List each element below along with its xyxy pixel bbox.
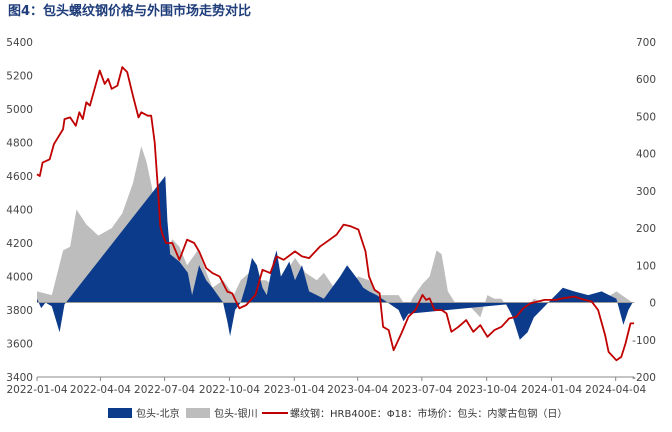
left-axis-tick-label: 4400 — [6, 205, 33, 217]
area-series-0 — [37, 176, 633, 340]
x-axis-tick-label: 2023-04-04 — [327, 384, 388, 396]
legend-label-2: 螺纹钢：HRB400E：Φ18：市场价：包头：内蒙古包钢（日） — [290, 407, 567, 420]
right-axis-tick-label: 300 — [636, 186, 656, 198]
legend-label-1: 包头-银川 — [214, 407, 258, 420]
x-axis-tick-label: 2024-01-04 — [521, 384, 582, 396]
left-axis-tick-label: 3600 — [6, 339, 33, 351]
x-axis-tick-label: 2023-01-04 — [264, 384, 325, 396]
price-line — [36, 66, 634, 362]
left-axis-tick-label: 5000 — [6, 104, 33, 116]
x-axis-tick-label: 2022-04-04 — [70, 384, 131, 396]
legend: 包头-北京 包头-银川 螺纹钢：HRB400E：Φ18：市场价：包头：内蒙古包钢（日… — [108, 407, 567, 420]
left-axis-tick-label: 3400 — [6, 372, 33, 384]
x-axis-tick-label: 2023-10-04 — [456, 384, 517, 396]
x-axis-tick-label: 2023-07-04 — [391, 384, 452, 396]
left-axis-tick-label: 4000 — [6, 272, 33, 284]
left-axis-tick-label: 5200 — [6, 71, 33, 83]
right-axis-tick-label: 200 — [636, 223, 656, 235]
left-axis-tick-label: 4800 — [6, 138, 33, 150]
left-axis-tick-label: 4600 — [6, 171, 33, 183]
left-axis-tick-label: 5400 — [6, 37, 33, 49]
chart-title: 图4：包头螺纹钢价格与外围市场走势对比 — [8, 3, 251, 19]
right-axis-tick-label: -200 — [632, 372, 656, 384]
right-axis-tick-label: 400 — [636, 149, 656, 161]
right-axis-tick-label: 100 — [636, 260, 656, 272]
x-axis-tick-label: 2022-01-04 — [6, 384, 67, 396]
right-axis-tick-label: 600 — [636, 74, 656, 86]
left-axis-tick-label: 4200 — [6, 238, 33, 250]
right-axis-tick-label: 700 — [636, 37, 656, 49]
axes: 3400360038004000420044004600480050005200… — [6, 37, 656, 396]
x-axis-tick-label: 2022-10-04 — [199, 384, 260, 396]
right-axis-tick-label: -100 — [632, 335, 656, 347]
legend-swatch-0 — [108, 408, 132, 418]
right-axis-tick-label: 0 — [649, 298, 656, 310]
legend-label-0: 包头-北京 — [136, 407, 180, 420]
x-axis-tick-label: 2022-07-04 — [134, 384, 195, 396]
legend-swatch-1 — [186, 408, 210, 418]
plot-area — [36, 66, 634, 362]
x-axis-tick-label: 2024-04-04 — [585, 384, 646, 396]
right-axis-tick-label: 500 — [636, 111, 656, 123]
left-axis-tick-label: 3800 — [6, 305, 33, 317]
